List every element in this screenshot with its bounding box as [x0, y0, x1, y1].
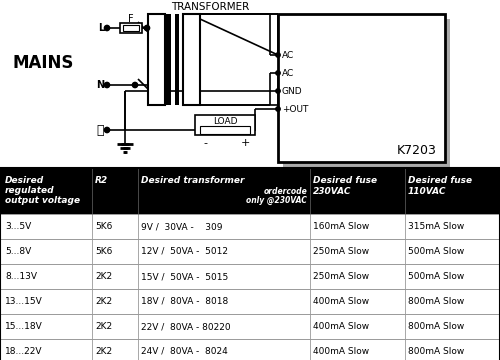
Bar: [123, 25, 139, 31]
Text: L: L: [98, 23, 104, 33]
Circle shape: [104, 127, 110, 132]
Text: 500mA Slow: 500mA Slow: [408, 247, 464, 256]
Text: AC: AC: [282, 68, 294, 77]
Bar: [278, 14, 445, 162]
Bar: [165, 14, 171, 105]
Text: 13...15V: 13...15V: [5, 297, 43, 306]
Text: 5K6: 5K6: [95, 247, 112, 256]
Text: 160mA Slow: 160mA Slow: [313, 222, 369, 231]
Text: 400mA Slow: 400mA Slow: [313, 347, 369, 356]
Text: 15...18V: 15...18V: [5, 322, 43, 331]
Text: 15V /  50VA -  5015: 15V / 50VA - 5015: [141, 272, 228, 281]
Text: 315mA Slow: 315mA Slow: [408, 222, 464, 231]
Text: +OUT: +OUT: [282, 104, 308, 113]
Text: 22V /  80VA - 80220: 22V / 80VA - 80220: [141, 322, 231, 331]
Text: GND: GND: [282, 86, 302, 95]
Text: only @230VAC: only @230VAC: [246, 196, 307, 205]
Text: K7203: K7203: [397, 144, 437, 157]
Text: 400mA Slow: 400mA Slow: [313, 297, 369, 306]
Text: output voltage: output voltage: [5, 196, 80, 205]
Text: Desired: Desired: [5, 176, 44, 185]
Bar: [0, 239, 500, 264]
Circle shape: [104, 82, 110, 87]
Circle shape: [104, 26, 110, 31]
Bar: [0, 314, 500, 339]
Text: 250mA Slow: 250mA Slow: [313, 247, 369, 256]
Circle shape: [276, 89, 280, 93]
Text: 9V /  30VA -    309: 9V / 30VA - 309: [141, 222, 222, 231]
Circle shape: [132, 82, 138, 87]
Text: ordercode: ordercode: [263, 187, 307, 196]
Text: 18V /  80VA -  8018: 18V / 80VA - 8018: [141, 297, 228, 306]
Text: 2K2: 2K2: [95, 297, 112, 306]
Bar: [0, 289, 500, 314]
Circle shape: [276, 71, 280, 75]
Bar: [175, 14, 179, 105]
Text: TRANSFORMER: TRANSFORMER: [171, 2, 249, 12]
Text: +: +: [240, 138, 250, 148]
Bar: [200, 126, 250, 134]
Text: AC: AC: [282, 50, 294, 59]
Text: 2K2: 2K2: [95, 322, 112, 331]
Text: 8...13V: 8...13V: [5, 272, 37, 281]
Text: 18...22V: 18...22V: [5, 347, 43, 356]
Text: 500mA Slow: 500mA Slow: [408, 272, 464, 281]
Bar: [183, 14, 200, 105]
Text: ⏚: ⏚: [96, 123, 104, 136]
Text: 5...8V: 5...8V: [5, 247, 31, 256]
Text: 2K2: 2K2: [95, 272, 112, 281]
Text: 250mA Slow: 250mA Slow: [313, 272, 369, 281]
Text: Desired fuse: Desired fuse: [313, 176, 377, 185]
Text: -: -: [203, 138, 207, 148]
Text: MAINS: MAINS: [12, 54, 74, 72]
Bar: [148, 14, 165, 105]
Text: 230VAC: 230VAC: [313, 187, 352, 196]
Bar: [283, 19, 450, 167]
Bar: [0, 168, 500, 360]
Circle shape: [276, 107, 280, 111]
Text: 3...5V: 3...5V: [5, 222, 31, 231]
Text: 24V /  80VA -  8024: 24V / 80VA - 8024: [141, 347, 228, 356]
Text: 5K6: 5K6: [95, 222, 112, 231]
Text: N: N: [96, 80, 104, 90]
Text: regulated: regulated: [5, 186, 54, 195]
Bar: [0, 214, 500, 239]
Text: 800mA Slow: 800mA Slow: [408, 347, 464, 356]
Text: 110VAC: 110VAC: [408, 187, 447, 196]
Text: Desired fuse: Desired fuse: [408, 176, 472, 185]
Text: LOAD: LOAD: [213, 117, 238, 126]
Circle shape: [144, 26, 150, 31]
Bar: [195, 115, 255, 135]
Text: 12V /  50VA -  5012: 12V / 50VA - 5012: [141, 247, 228, 256]
Text: Desired transformer: Desired transformer: [141, 176, 244, 185]
Bar: [0, 168, 500, 214]
Text: 800mA Slow: 800mA Slow: [408, 322, 464, 331]
Text: 400mA Slow: 400mA Slow: [313, 322, 369, 331]
Text: R2: R2: [95, 176, 108, 185]
Text: 800mA Slow: 800mA Slow: [408, 297, 464, 306]
Bar: [120, 23, 142, 33]
Text: F: F: [128, 14, 134, 24]
Text: 2K2: 2K2: [95, 347, 112, 356]
Bar: [0, 339, 500, 360]
Circle shape: [276, 53, 280, 57]
Bar: [0, 264, 500, 289]
